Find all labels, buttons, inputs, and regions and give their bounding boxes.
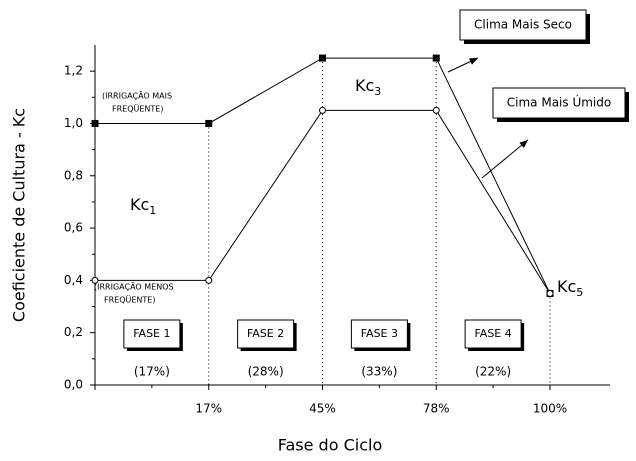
phase-share: (33%) [361,365,397,379]
phase-box [350,319,408,349]
legend-arrow [481,139,529,179]
arrow-head [519,140,528,148]
kc-text: Kc [557,277,576,296]
phase-share: (17%) [134,365,170,379]
phase-box [123,319,181,349]
y-axis-label: Coeficiente de Cultura - Kc [10,108,29,322]
kc-text: Kc [130,195,149,214]
point [91,119,99,127]
phase-share: (28%) [248,365,284,379]
y-tick-label: 1,2 [64,64,83,78]
kc-subscript: 3 [374,85,381,98]
kc-label: Kc5 [557,277,583,300]
x-tick-label: 78% [423,402,450,416]
phase-label: FASE 2 [247,327,284,340]
x-tick-label: 45% [309,402,336,416]
y-tick-label: 0,4 [64,273,83,287]
point [546,289,554,297]
point [91,276,99,284]
phase-box [237,319,295,349]
series-line [95,109,551,294]
x-tick-label: 100% [533,402,567,416]
y-tick-label: 0,8 [64,168,83,182]
phase-label: FASE 3 [361,327,398,340]
legend-box [492,87,626,119]
kc-subscript: 5 [576,286,583,299]
x-tick-label: 17% [195,402,222,416]
x-axis-label: Fase do Ciclo [278,436,382,455]
legend-box [459,9,587,41]
phase-share: (22%) [475,365,511,379]
annotation: (IRRIGAÇÃO MAIS [102,91,172,101]
point [432,106,440,114]
kc-text: Kc [355,76,374,95]
annotation: FREQÜENTE) [112,104,163,114]
point [319,106,326,114]
legend-label: Clima Mais Seco [474,18,572,32]
kc-label: Kc3 [355,76,381,99]
y-tick-label: 0,6 [64,221,83,235]
point [432,54,440,62]
point [205,119,213,127]
arrow-head [469,58,478,65]
y-tick-label: 0,2 [64,325,83,339]
legend-label: Cima Mais Úmido [507,95,611,110]
y-tick-label: 0,0 [64,378,83,392]
annotation: FREQÜENTE) [104,295,155,305]
phase-label: FASE 4 [474,327,511,340]
kc-subscript: 1 [149,204,156,217]
y-tick-label: 1,0 [64,116,83,130]
phase-box [464,319,522,349]
point [319,54,326,62]
point [205,276,213,284]
phase-label: FASE 1 [133,327,170,340]
kc-label: Kc1 [130,195,156,218]
annotation: (IRRIGAÇÃO MENOS [94,282,174,292]
